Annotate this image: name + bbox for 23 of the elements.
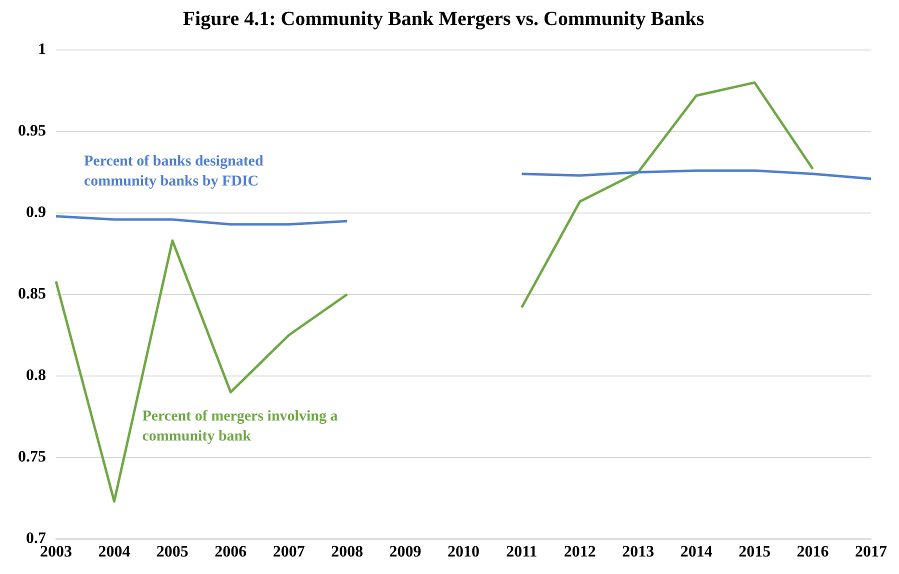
x-tick-label: 2015	[738, 544, 771, 561]
y-tick-label: 0.9	[26, 204, 46, 222]
x-tick-label: 2006	[214, 544, 247, 561]
x-tick-label: 2011	[506, 544, 538, 561]
chart-title: Figure 4.1: Community Bank Mergers vs. Community Banks	[182, 8, 704, 30]
x-tick-label: 2007	[272, 544, 305, 561]
y-tick-label: 0.95	[18, 122, 46, 140]
series-label: Percent of mergers involving a community bank	[142, 408, 338, 445]
y-tick-label: 0.75	[18, 448, 46, 466]
y-tick-label: 1	[38, 41, 46, 58]
y-tick-label: 0.8	[26, 367, 46, 384]
x-tick-label: 2017	[855, 544, 887, 561]
x-tick-label: 2012	[564, 544, 596, 561]
x-tick-label: 2014	[680, 544, 712, 561]
x-tick-label: 2004	[98, 544, 130, 561]
x-tick-label: 2005	[156, 544, 188, 561]
x-tick-label: 2016	[796, 544, 829, 561]
y-tick-label: 0.85	[18, 286, 46, 303]
x-tick-label: 2010	[448, 544, 480, 561]
x-tick-label: 2008	[331, 544, 364, 561]
x-tick-label: 2009	[389, 544, 422, 561]
series-label: Percent of banks designated community banks by FDIC	[84, 154, 264, 190]
x-tick-label: 2013	[622, 544, 654, 561]
